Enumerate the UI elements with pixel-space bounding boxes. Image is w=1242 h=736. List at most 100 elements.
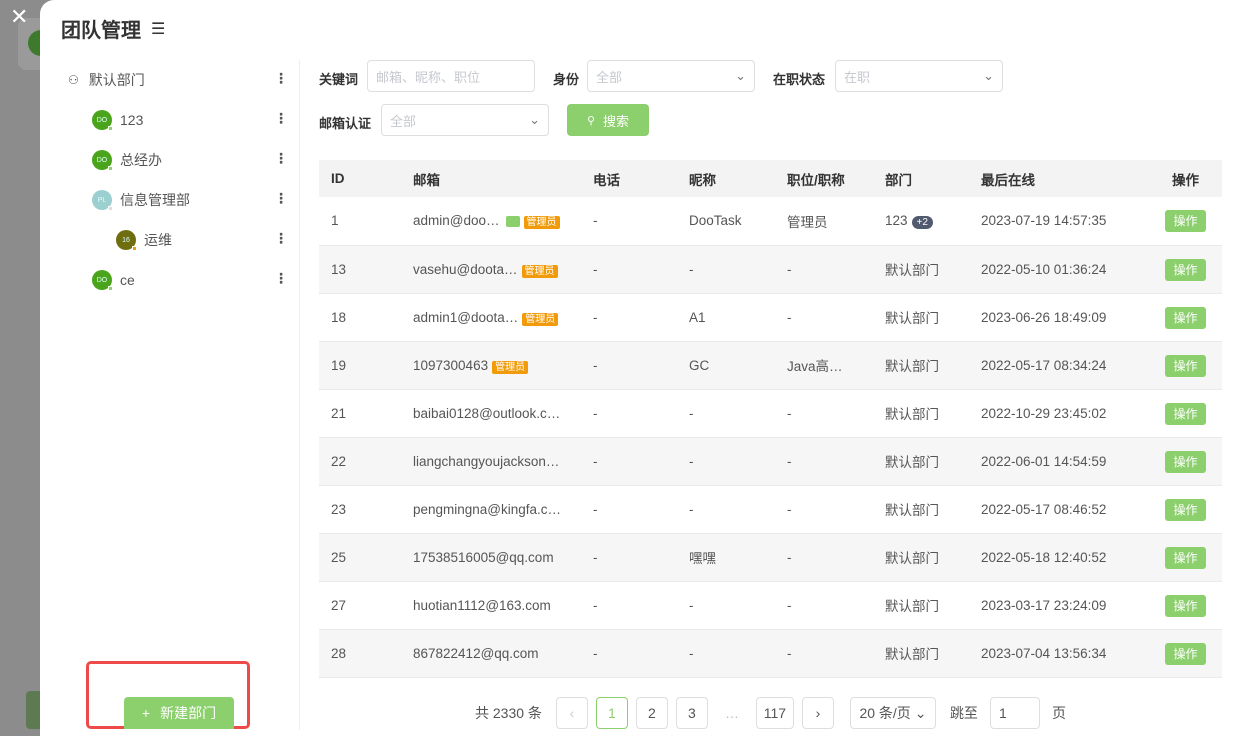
action-button[interactable]: 操作 [1165, 210, 1206, 233]
page-size-select[interactable]: 20 条/页 ⌄ [849, 697, 936, 729]
cell-text: - [689, 597, 694, 613]
new-department-button[interactable]: + 新建部门 [124, 697, 234, 729]
table-row: 21 baibai0128@outlook.c… - - - 默认部门 2022-10-29… [319, 389, 1222, 438]
cell: - [775, 389, 873, 438]
table-row: 23 pengmingna@kingfa.c… - - - 默认部门 2022-05-17 … [319, 485, 1222, 534]
dept-item[interactable]: 16 运维 ⋮ [116, 228, 288, 252]
cell-text: 2022-10-29 23:45:02 [981, 405, 1107, 421]
more-icon[interactable]: ⋮ [274, 190, 288, 206]
cell: - [677, 485, 775, 534]
dept-item[interactable]: PL 信息管理部 ⋮ [92, 188, 288, 212]
action-button[interactable]: 操作 [1165, 546, 1206, 569]
cell-text: - [593, 405, 598, 421]
cell-text: - [593, 549, 598, 565]
cell: 13 [319, 245, 401, 294]
page-2[interactable]: 2 [635, 697, 668, 729]
cell: - [775, 533, 873, 582]
dept-name: 123 [120, 112, 144, 128]
cell-text: 13 [331, 261, 347, 277]
column-header: 部门 [873, 160, 969, 197]
status-select[interactable]: 在职 ⌄ [835, 60, 1003, 92]
cell: 默认部门 [873, 437, 969, 486]
action-button[interactable]: 操作 [1165, 306, 1206, 329]
page-3[interactable]: 3 [675, 697, 708, 729]
page-117[interactable]: 117 [755, 697, 794, 729]
more-icon[interactable]: ⋮ [274, 110, 288, 126]
dept-item-default[interactable]: ⚇ 默认部门 ⋮ [68, 68, 288, 92]
cell-text: 22 [331, 453, 347, 469]
email-verify-select[interactable]: 全部 ⌄ [381, 104, 549, 136]
cell: 默认部门 [873, 581, 969, 630]
cell-text: 123 [885, 213, 908, 229]
action-button[interactable]: 操作 [1165, 258, 1206, 281]
dept-name: 信息管理部 [120, 192, 190, 208]
cell-text: - [787, 597, 792, 613]
cell-text: 2023-03-17 23:24:09 [981, 597, 1107, 613]
cell: DooTask [677, 197, 775, 246]
cell-text: vasehu@doota… [413, 261, 518, 277]
email-verify-value: 全部 [390, 113, 417, 129]
action-button[interactable]: 操作 [1165, 402, 1206, 425]
cell: - [775, 437, 873, 486]
dept-name: 默认部门 [88, 72, 145, 88]
cell-text: - [689, 405, 694, 421]
close-icon[interactable]: ✕ [10, 4, 29, 29]
cell: 2022-05-18 12:40:52 [969, 533, 1149, 582]
cell-text: 27 [331, 597, 347, 613]
cell-text: 默认部门 [885, 311, 939, 326]
cell-text: 867822412@qq.com [413, 645, 539, 661]
cell-text: 管理员 [787, 214, 828, 230]
avatar: DO [92, 270, 113, 291]
cell-text: - [689, 453, 694, 469]
cell: 21 [319, 389, 401, 438]
cell-text: - [593, 501, 598, 517]
page-1[interactable]: 1 [595, 697, 628, 729]
menu-list-icon[interactable]: ☰ [151, 20, 166, 38]
action-button[interactable]: 操作 [1165, 594, 1206, 617]
more-icon[interactable]: ⋮ [274, 150, 288, 166]
cell: 操作 [1149, 581, 1222, 630]
more-icon[interactable]: ⋮ [274, 70, 288, 86]
next-page-button[interactable]: › [801, 697, 834, 729]
page-title: 团队管理 ☰ [61, 14, 165, 43]
column-header: 电话 [581, 160, 677, 197]
search-icon: ⚲ [586, 114, 596, 127]
cell-text: baibai0128@outlook.c… [413, 405, 561, 421]
identity-select[interactable]: 全部 ⌄ [587, 60, 755, 92]
keyword-input[interactable]: 邮箱、昵称、职位 [367, 60, 535, 92]
users-table: ID 邮箱 电话 昵称 职位/职称 部门 最后在线 操作 1 admin@doo… 管理员 - Doo… [319, 160, 1222, 678]
cell-text: 2023-06-26 18:49:09 [981, 309, 1107, 325]
cell-text: Java高… [787, 359, 843, 374]
cell: 2023-06-26 18:49:09 [969, 293, 1149, 342]
admin-badge: 管理员 [492, 360, 529, 374]
more-icon[interactable]: ⋮ [274, 270, 288, 286]
dept-item[interactable]: DO 总经办 ⋮ [92, 148, 288, 172]
page-ellipsis[interactable]: … [724, 705, 739, 721]
cell: 默认部门 [873, 485, 969, 534]
cell: GC [677, 341, 775, 390]
action-button[interactable]: 操作 [1165, 498, 1206, 521]
email-verify-label: 邮箱认证 [319, 116, 372, 131]
identity-label: 身份 [553, 72, 580, 87]
cell: - [581, 293, 677, 342]
action-button[interactable]: 操作 [1165, 354, 1206, 377]
prev-page-button[interactable]: ‹ [555, 697, 588, 729]
more-icon[interactable]: ⋮ [274, 230, 288, 246]
action-button[interactable]: 操作 [1165, 642, 1206, 665]
cell: 28 [319, 629, 401, 678]
cell-text: 2022-05-17 08:46:52 [981, 501, 1107, 517]
cell: - [581, 533, 677, 582]
jump-input[interactable]: 1 [989, 697, 1040, 729]
cell-text: 默认部门 [885, 359, 939, 374]
action-button[interactable]: 操作 [1165, 450, 1206, 473]
cell: 管理员 [775, 197, 873, 246]
column-header: 昵称 [677, 160, 775, 197]
cell: - [677, 389, 775, 438]
search-button[interactable]: ⚲ 搜索 [567, 104, 649, 136]
jump-label: 跳至 [949, 705, 978, 721]
cell-text: admin@doo… [413, 213, 500, 229]
team-management-drawer: 团队管理 ☰ ⚇ 默认部门 ⋮ DO 123 ⋮ DO 总经办 ⋮ PL 信息管理部 ⋮ 16 运维… [40, 0, 1242, 736]
dept-item[interactable]: DO ce ⋮ [92, 268, 288, 292]
dept-item[interactable]: DO 123 ⋮ [92, 108, 288, 132]
cell: 嘿嘿 [677, 533, 775, 582]
